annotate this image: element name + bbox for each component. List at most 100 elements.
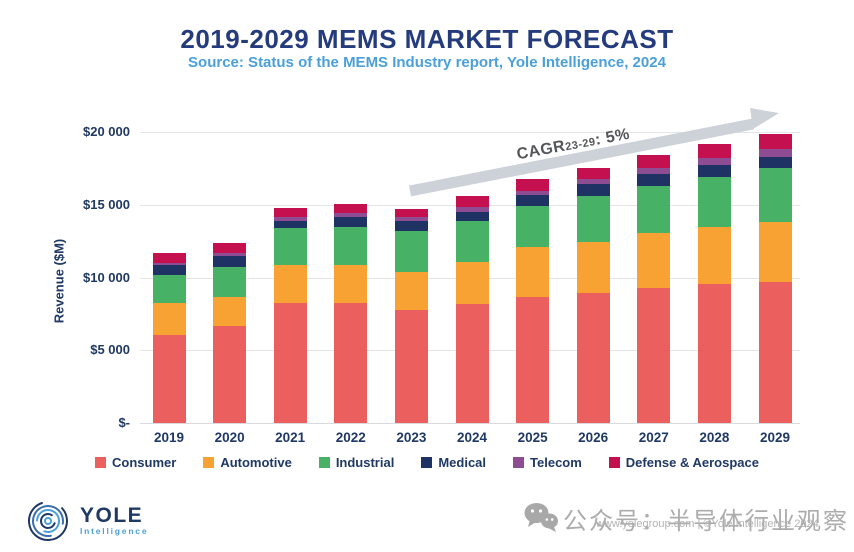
yole-logo-tagline: Intelligence: [80, 526, 149, 536]
yole-logo-wordmark: YOLE: [80, 504, 144, 527]
legend-label: Defense & Aerospace: [625, 455, 759, 470]
legend-swatch: [95, 457, 107, 468]
legend-swatch: [203, 457, 215, 468]
bar-segment-2020-defense-aerospace: [213, 242, 247, 253]
bar-segment-2029-consumer: [758, 281, 792, 423]
chart-legend: Consumer Automotive Industrial Medical Telec…: [0, 455, 854, 470]
y-tick-label-15000: $15 000: [83, 196, 130, 212]
bar-segment-2022-automotive: [334, 265, 368, 304]
watermark-wechat-account: 公众号：半导体行业观察: [563, 508, 849, 535]
bar-segment-2021-medical: [273, 220, 307, 229]
bar-segment-2022-medical: [334, 216, 368, 227]
yole-logo: YOLE Intelligence: [26, 499, 148, 543]
bar-segment-2020-telecom: [213, 252, 247, 256]
legend-swatch: [421, 457, 433, 468]
bar-segment-2026-industrial: [576, 196, 610, 242]
bar-segment-2024-industrial: [455, 220, 489, 262]
legend-label: Automotive: [220, 455, 292, 470]
bar-segment-2028-telecom: [697, 158, 731, 166]
x-tick-label-2028: 2028: [699, 430, 730, 445]
bar-segment-2023-defense-aerospace: [394, 209, 428, 218]
legend-item-defense-aerospace: Defense & Aerospace: [608, 455, 759, 470]
plot-area: [140, 95, 800, 424]
legend-item-automotive: Automotive: [203, 455, 292, 470]
x-tick-label-2024: 2024: [456, 430, 488, 445]
wechat-icon: [524, 503, 558, 532]
x-tick-label-2019: 2019: [153, 430, 185, 445]
legend-swatch: [608, 457, 620, 468]
bar-segment-2020-consumer: [213, 326, 247, 423]
bar-segment-2029-automotive: [758, 221, 792, 282]
bar-segment-2019-industrial: [152, 275, 186, 304]
x-tick-label-2029: 2029: [759, 430, 791, 445]
gridline-0: [140, 423, 800, 424]
bar-2027: [637, 155, 671, 423]
bar-segment-2021-automotive: [273, 265, 307, 303]
bar-segment-2021-defense-aerospace: [273, 208, 307, 218]
bar-segment-2027-medical: [637, 174, 671, 187]
gridline-20000: [140, 132, 800, 134]
bar-segment-2021-consumer: [273, 302, 307, 423]
legend-item-telecom: Telecom: [513, 455, 582, 470]
x-tick-label-2020: 2020: [214, 430, 245, 445]
legend-label: Industrial: [335, 455, 395, 470]
bar-segment-2020-medical: [213, 255, 247, 267]
bar-segment-2026-defense-aerospace: [576, 168, 610, 180]
bar-segment-2019-automotive: [152, 303, 186, 336]
bar-segment-2028-defense-aerospace: [697, 144, 731, 159]
x-tick-label-2021: 2021: [275, 430, 306, 445]
bar-segment-2025-defense-aerospace: [516, 179, 550, 191]
legend-label: Telecom: [530, 455, 582, 470]
bar-segment-2023-medical: [394, 220, 428, 231]
bar-segment-2025-automotive: [516, 247, 550, 298]
bar-segment-2019-telecom: [152, 262, 186, 266]
bar-segment-2022-defense-aerospace: [334, 204, 368, 214]
bar-segment-2019-medical: [152, 265, 186, 276]
bar-segment-2029-medical: [758, 157, 792, 169]
bar-segment-2022-consumer: [334, 303, 368, 423]
bar-2019: [152, 253, 186, 423]
bar-segment-2026-medical: [576, 184, 610, 197]
bar-2028: [697, 144, 731, 423]
bar-segment-2024-defense-aerospace: [455, 196, 489, 208]
x-tick-label-2026: 2026: [578, 430, 609, 445]
bar-segment-2027-automotive: [637, 233, 671, 288]
bar-segment-2028-medical: [697, 165, 731, 178]
bar-segment-2028-industrial: [697, 177, 731, 227]
bar-segment-2023-industrial: [394, 230, 428, 272]
bar-2020: [213, 242, 247, 423]
bar-2026: [576, 168, 610, 423]
x-tick-label-2023: 2023: [396, 430, 427, 445]
legend-label: Medical: [438, 455, 487, 470]
x-tick-label-2022: 2022: [335, 430, 366, 445]
bar-segment-2019-defense-aerospace: [152, 253, 186, 263]
y-tick-label-0: $-: [118, 415, 130, 430]
legend-item-consumer: Consumer: [95, 455, 176, 470]
bar-2025: [516, 179, 550, 423]
bar-2021: [273, 208, 307, 423]
x-tick-label-2027: 2027: [638, 430, 669, 445]
bar-segment-2025-consumer: [516, 297, 550, 423]
bar-segment-2025-medical: [516, 194, 550, 207]
legend-swatch: [318, 457, 330, 468]
bar-segment-2024-automotive: [455, 261, 489, 304]
bar-segment-2021-telecom: [273, 217, 307, 221]
legend-item-medical: Medical: [421, 455, 486, 470]
bar-segment-2026-consumer: [576, 293, 610, 423]
chart-title: 2019-2029 MEMS MARKET FORECAST: [180, 24, 674, 54]
bar-segment-2029-telecom: [758, 149, 792, 158]
bar-segment-2020-industrial: [213, 266, 247, 297]
bar-segment-2024-medical: [455, 211, 489, 221]
bar-segment-2028-automotive: [697, 226, 731, 285]
legend-label: Consumer: [112, 455, 177, 470]
bar-2029: [758, 134, 792, 423]
bar-segment-2023-telecom: [394, 217, 428, 221]
bar-segment-2029-defense-aerospace: [758, 134, 792, 150]
bar-segment-2027-consumer: [637, 287, 671, 423]
bar-segment-2024-consumer: [455, 303, 489, 423]
watermark-copyright: www.yolegroup.com | ©Yole Intelligence 2…: [596, 518, 819, 530]
bar-segment-2022-industrial: [334, 226, 368, 266]
bar-segment-2025-industrial: [516, 206, 550, 248]
bar-segment-2022-telecom: [334, 213, 368, 217]
bar-segment-2026-automotive: [576, 241, 610, 294]
